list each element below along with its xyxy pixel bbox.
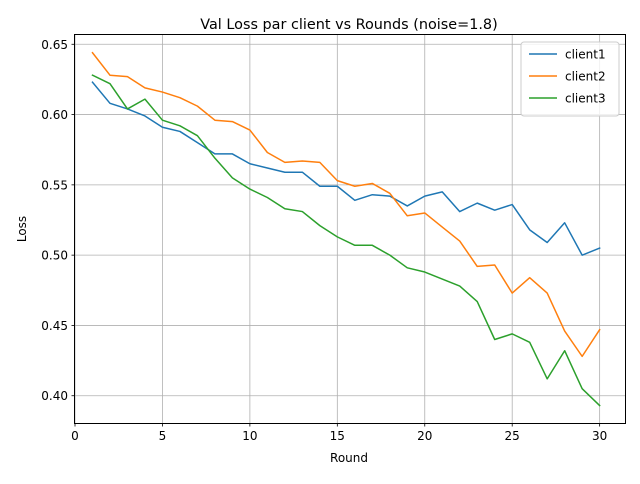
x-tick-label: 10 xyxy=(242,429,257,443)
x-tick-label: 30 xyxy=(592,429,607,443)
y-tick-label: 0.45 xyxy=(41,319,68,333)
plot-frame xyxy=(74,34,626,424)
x-tick-label: 20 xyxy=(417,429,432,443)
series-line-client2 xyxy=(91,51,601,358)
y-tick-label: 0.65 xyxy=(41,38,68,52)
y-axis-ticks: 0.40 0.45 0.50 0.55 0.60 0.65 xyxy=(41,38,75,403)
x-axis-ticks: 0 5 10 15 20 25 30 xyxy=(71,423,607,443)
x-tick-label: 5 xyxy=(159,429,167,443)
y-tick-label: 0.40 xyxy=(41,389,68,403)
chart-title: Val Loss par client vs Rounds (noise=1.8… xyxy=(200,17,497,33)
y-tick-label: 0.50 xyxy=(41,249,68,263)
legend-label-client3: client3 xyxy=(565,92,606,106)
y-tick-label: 0.60 xyxy=(41,108,68,122)
x-tick-label: 15 xyxy=(330,429,345,443)
x-tick-label: 25 xyxy=(505,429,520,443)
legend-label-client2: client2 xyxy=(565,70,606,84)
series-lines xyxy=(91,51,601,407)
legend: client1 client2 client3 xyxy=(520,41,620,117)
y-axis-label: Loss xyxy=(15,216,29,242)
x-tick-label: 0 xyxy=(71,429,79,443)
series-line-client3 xyxy=(91,74,601,407)
x-axis-label: Round xyxy=(330,451,368,465)
legend-label-client1: client1 xyxy=(565,48,606,62)
series-line-client1 xyxy=(91,81,601,256)
y-tick-label: 0.55 xyxy=(41,178,68,192)
